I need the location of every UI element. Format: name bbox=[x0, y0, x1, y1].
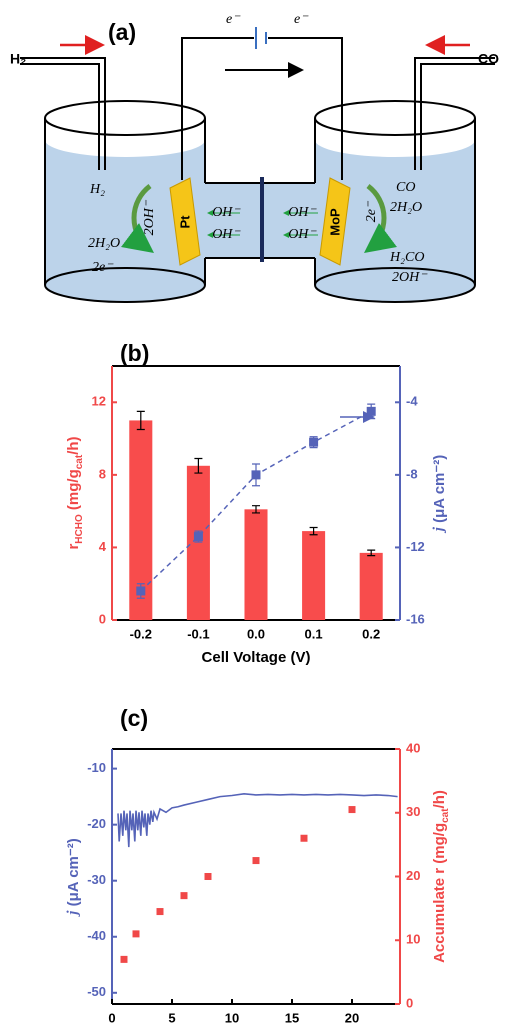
x-tick-label: 20 bbox=[345, 1010, 359, 1024]
marker bbox=[252, 470, 261, 479]
y2-tick-label: -8 bbox=[406, 466, 418, 481]
product-label: H₂CO bbox=[389, 250, 424, 265]
y-tick-label: -40 bbox=[87, 928, 106, 943]
y-axis-label: j (μA cm⁻²) bbox=[65, 838, 82, 917]
point bbox=[253, 857, 260, 864]
y-tick-label: -10 bbox=[87, 760, 106, 775]
figure: (a) e⁻ e⁻ H₂ CO H₂ 2OH⁻ Pt 2H₂O 2e⁻ OH⁻ … bbox=[0, 0, 515, 1024]
electron-label: 2e⁻ bbox=[92, 260, 114, 275]
electron-label: e⁻ bbox=[294, 12, 309, 27]
marker bbox=[367, 407, 376, 416]
ion-label: OH⁻ bbox=[288, 227, 317, 242]
label-part: Accumulate r (mg/g bbox=[431, 823, 448, 963]
x-tick-label: 15 bbox=[285, 1010, 299, 1024]
reactant-label: H₂ bbox=[89, 182, 105, 197]
x-tick-label: 0.1 bbox=[305, 626, 323, 641]
ion-label: OH⁻ bbox=[288, 205, 317, 220]
y2-tick-label: 40 bbox=[406, 740, 420, 755]
gas-label: CO bbox=[478, 51, 499, 67]
point bbox=[205, 873, 212, 880]
electrode-label: Pt bbox=[177, 215, 192, 229]
bar bbox=[187, 466, 210, 620]
y2-tick-label: -4 bbox=[406, 394, 418, 409]
x-tick-label: 5 bbox=[168, 1010, 175, 1024]
gas-label: H₂ bbox=[10, 51, 26, 67]
point bbox=[349, 806, 356, 813]
electron-label: e⁻ bbox=[226, 12, 241, 27]
y2-axis-label: j (μA cm⁻²) bbox=[431, 455, 448, 534]
y2-tick-label: -12 bbox=[406, 539, 425, 554]
x-tick-label: 0 bbox=[108, 1010, 115, 1024]
electron-label: 2e⁻ bbox=[364, 200, 379, 222]
y-tick-label: -20 bbox=[87, 816, 106, 831]
bar bbox=[360, 553, 383, 620]
product-label: 2H₂O bbox=[88, 236, 120, 251]
label-part: /h) bbox=[431, 790, 448, 808]
label-part: cat bbox=[440, 808, 451, 823]
y-tick-label: 4 bbox=[99, 539, 107, 554]
y-tick-label: -50 bbox=[87, 984, 106, 999]
y-tick-label: 12 bbox=[92, 394, 106, 409]
y-axis-label: rHCHO (mg/gcat/h) bbox=[65, 436, 85, 549]
label-part: (μA cm⁻²) bbox=[65, 838, 82, 910]
y2-tick-label: 10 bbox=[406, 932, 420, 947]
bar bbox=[244, 509, 267, 620]
ion-label: OH⁻ bbox=[212, 205, 241, 220]
bar bbox=[302, 531, 325, 620]
y-tick-label: 0 bbox=[99, 611, 106, 626]
x-tick-label: 10 bbox=[225, 1010, 239, 1024]
point bbox=[301, 835, 308, 842]
point bbox=[157, 908, 164, 915]
y2-tick-label: 30 bbox=[406, 804, 420, 819]
x-tick-label: -0.2 bbox=[130, 626, 152, 641]
chart-title: (c) bbox=[120, 705, 148, 731]
x-tick-label: 0.2 bbox=[362, 626, 380, 641]
label-part: (μA cm⁻²) bbox=[431, 455, 448, 527]
reactant-label: 2H₂O bbox=[390, 200, 422, 215]
panel-title: (a) bbox=[108, 19, 136, 45]
label-part: /h) bbox=[65, 436, 82, 454]
y-tick-label: -30 bbox=[87, 872, 106, 887]
electrode-label: MoP bbox=[327, 208, 342, 236]
y2-tick-label: 20 bbox=[406, 868, 420, 883]
label-part: cat bbox=[74, 454, 85, 469]
product-label: 2OH⁻ bbox=[392, 270, 428, 285]
data-line bbox=[118, 794, 398, 847]
chart-title: (b) bbox=[120, 340, 149, 366]
y2-tick-label: -16 bbox=[406, 611, 425, 626]
x-axis-label: Cell Voltage (V) bbox=[202, 649, 311, 666]
ion-label: 2OH⁻ bbox=[142, 199, 157, 235]
label-part: HCHO bbox=[74, 514, 85, 544]
point bbox=[133, 930, 140, 937]
y-tick-label: 8 bbox=[99, 466, 106, 481]
y2-axis-label: Accumulate r (mg/gcat/h) bbox=[431, 790, 451, 963]
marker bbox=[136, 586, 145, 595]
reactant-label: CO bbox=[396, 180, 415, 195]
ion-label: OH⁻ bbox=[212, 227, 241, 242]
label-part: (mg/g bbox=[65, 469, 82, 514]
marker bbox=[194, 532, 203, 541]
x-tick-label: -0.1 bbox=[187, 626, 209, 641]
y2-tick-label: 0 bbox=[406, 995, 413, 1010]
point bbox=[181, 892, 188, 899]
point bbox=[121, 956, 128, 963]
cell-diagram: (a) e⁻ e⁻ H₂ CO H₂ 2OH⁻ Pt 2H₂O 2e⁻ OH⁻ … bbox=[10, 12, 499, 302]
x-tick-label: 0.0 bbox=[247, 626, 265, 641]
marker bbox=[309, 438, 318, 447]
